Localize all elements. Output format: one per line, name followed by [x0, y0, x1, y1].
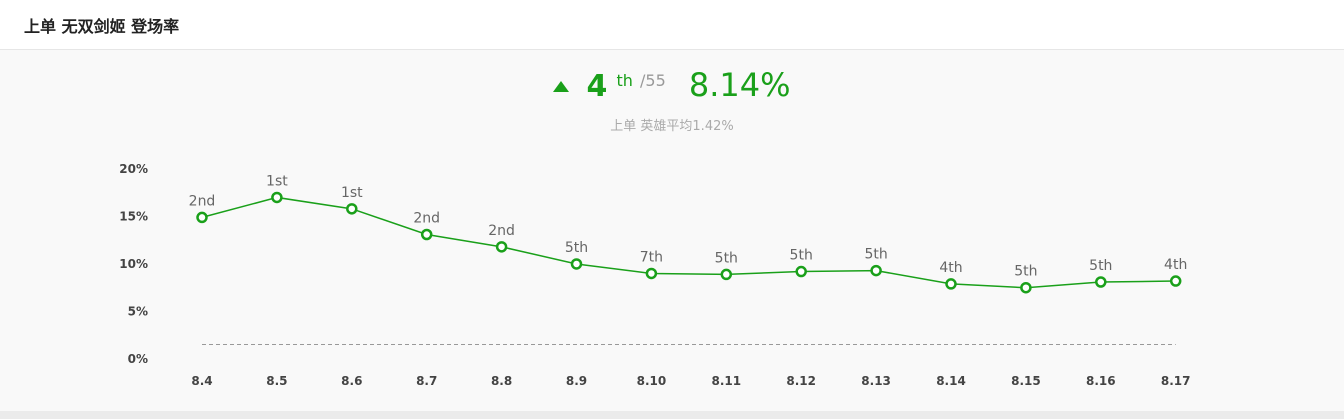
data-point	[1020, 281, 1032, 294]
data-point	[495, 241, 508, 253]
data-point	[271, 191, 283, 204]
data-point	[945, 278, 957, 290]
y-tick-label: 10%	[119, 257, 148, 271]
x-tick-label: 8.13	[861, 374, 891, 388]
rank-summary: 4 th /55 8.14%	[0, 66, 1344, 110]
data-label: 1st	[266, 173, 288, 189]
data-label: 5th	[1089, 258, 1112, 274]
page-title: 上单 无双剑姬 登场率	[24, 17, 180, 36]
data-label: 7th	[640, 249, 663, 265]
data-label: 5th	[565, 240, 588, 256]
data-point	[1169, 275, 1182, 287]
x-tick-label: 8.16	[1086, 374, 1116, 388]
pick-rate-line-chart: 0% 5% 10% 15% 20% 8.4 8.5 8.6 8.7 8.8 8.9 8.10 8.11 8…	[119, 162, 1191, 388]
data-point	[870, 264, 882, 277]
data-label: 5th	[715, 250, 738, 266]
x-tick-label: 8.14	[936, 374, 966, 388]
data-label: 5th	[790, 248, 813, 264]
data-label: 4th	[939, 260, 962, 276]
data-point	[1095, 276, 1107, 288]
data-label: 4th	[1164, 257, 1187, 273]
data-label: 5th	[864, 247, 887, 263]
x-tick-label: 8.9	[566, 374, 587, 388]
x-tick-label: 8.5	[266, 374, 287, 388]
y-tick-label: 0%	[128, 352, 148, 366]
rank-suffix: th	[616, 71, 633, 90]
average-subtitle: 上单 英雄平均1.42%	[610, 119, 734, 134]
x-tick-label: 8.10	[637, 374, 667, 388]
data-point	[420, 228, 433, 241]
footer-divider	[0, 411, 1344, 419]
y-tick-label: 15%	[119, 210, 148, 224]
data-point	[720, 268, 733, 281]
x-tick-label: 8.15	[1011, 374, 1041, 388]
chart-header: 上单 无双剑姬 登场率	[0, 0, 1344, 50]
data-label: 2nd	[189, 193, 216, 209]
x-tick-label: 8.17	[1161, 374, 1191, 388]
data-label: 2nd	[488, 223, 515, 239]
x-tick-label: 8.4	[191, 374, 212, 388]
data-point	[795, 265, 807, 278]
rank-number: 4	[586, 69, 608, 104]
x-tick-label: 8.7	[416, 374, 437, 388]
x-tick-label: 8.11	[711, 374, 741, 388]
data-label: 5th	[1014, 264, 1037, 280]
rank-total: /55	[640, 71, 666, 90]
data-point	[570, 258, 583, 270]
data-point	[645, 267, 658, 280]
arrow-up-icon	[553, 81, 570, 92]
series-line	[201, 196, 1176, 289]
data-point	[196, 211, 208, 224]
y-tick-label: 5%	[128, 305, 148, 319]
x-tick-label: 8.6	[341, 374, 362, 388]
data-label: 1st	[341, 185, 363, 201]
pick-rate: 8.14%	[688, 66, 791, 104]
data-label: 2nd	[413, 211, 440, 227]
y-tick-label: 20%	[119, 162, 148, 176]
data-point	[346, 203, 358, 215]
x-tick-label: 8.8	[491, 374, 512, 388]
x-tick-label: 8.12	[786, 374, 816, 388]
